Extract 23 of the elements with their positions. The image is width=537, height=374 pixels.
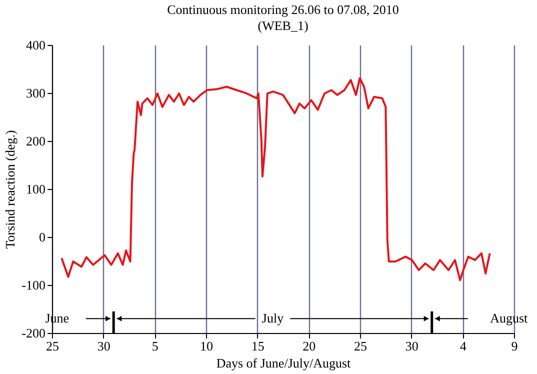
- x-tick-label: 25: [46, 338, 59, 354]
- x-axis-title: Days of June/July/August: [216, 356, 352, 370]
- x-tick-label: 30: [405, 338, 418, 354]
- y-tick-label: 300: [26, 86, 46, 100]
- x-tick-label: 10: [200, 338, 213, 354]
- x-tick-label: 4: [460, 338, 467, 354]
- x-tick-label: 5: [152, 338, 158, 354]
- chart-title: Continuous monitoring 26.06 to 07.08, 2010: [167, 2, 399, 17]
- x-tick-label: 9: [511, 338, 518, 354]
- x-tick-label: 25: [354, 338, 367, 354]
- y-tick-label: 400: [26, 38, 46, 52]
- chart-subtitle: (WEB_1): [258, 18, 308, 33]
- x-tick-label: 20: [302, 338, 316, 354]
- x-tick-label: 30: [97, 338, 110, 354]
- line-series: [60, 77, 491, 282]
- y-axis-title: Torsind reaction (deg.): [2, 130, 18, 249]
- annotation: July: [262, 310, 284, 326]
- y-tick-label: -200: [22, 326, 46, 340]
- x-tick-label: 15: [251, 338, 264, 354]
- y-tick-label: 200: [26, 134, 46, 148]
- y-tick-label: -100: [22, 278, 46, 292]
- y-tick-label: 100: [26, 182, 46, 196]
- y-tick-label: 0: [39, 230, 46, 244]
